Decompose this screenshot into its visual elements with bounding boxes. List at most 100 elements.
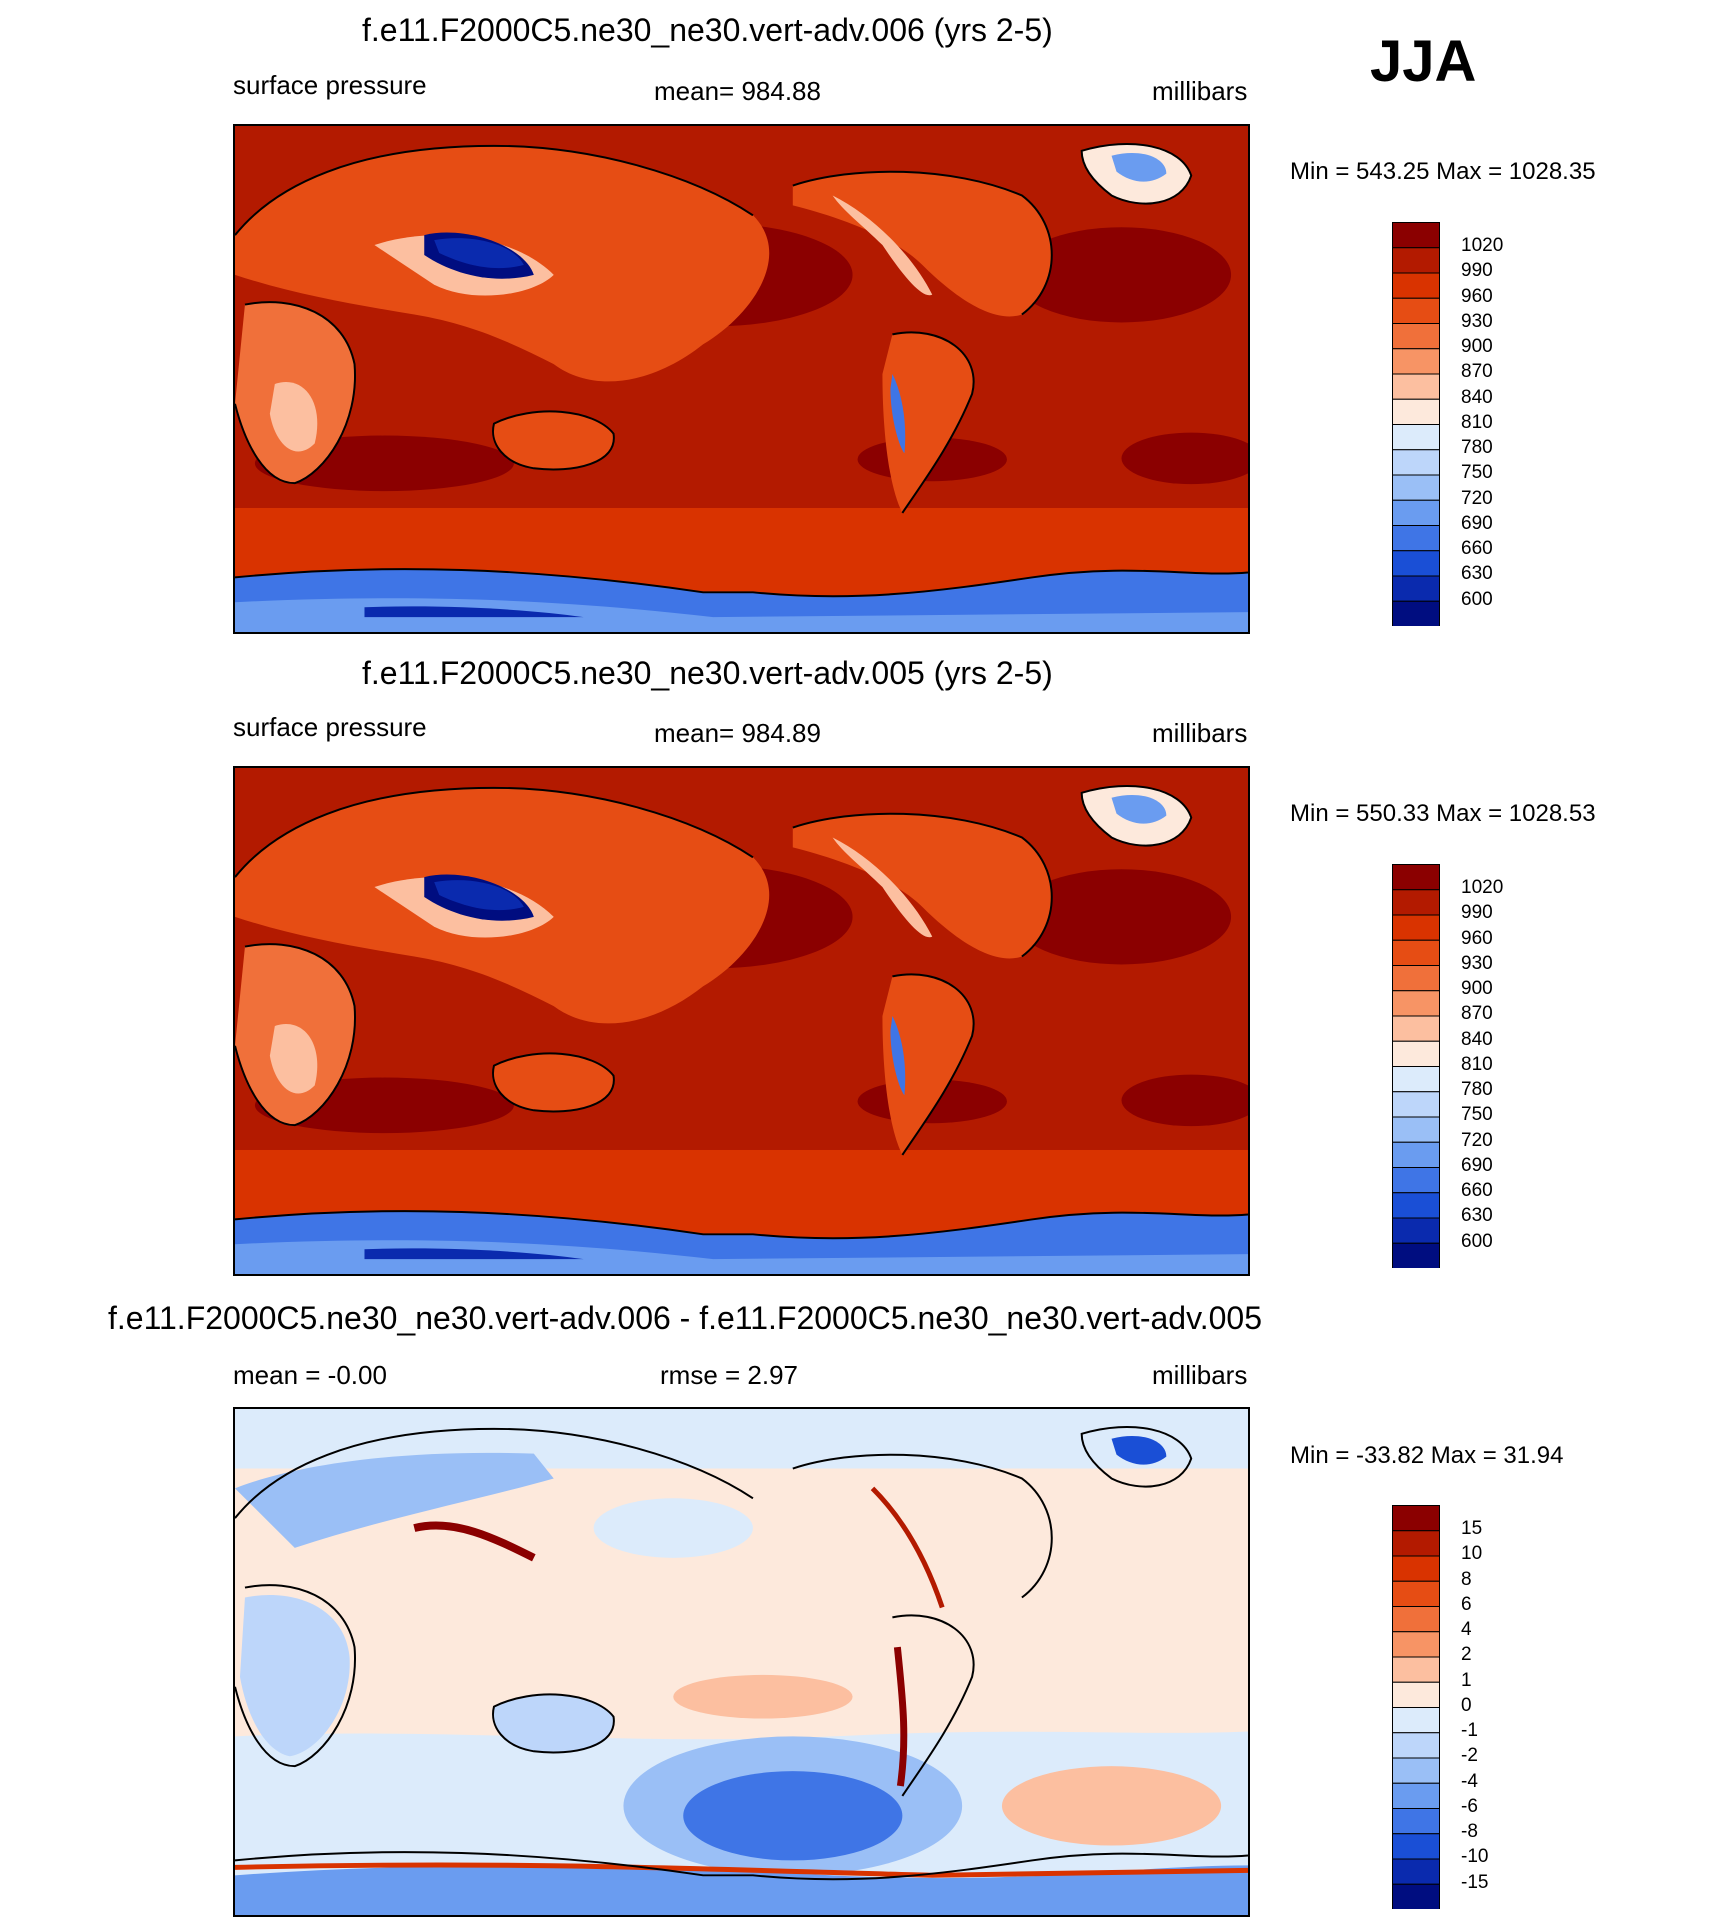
colorbar-box <box>1392 1141 1440 1168</box>
colorbar-tick-label: 840 <box>1461 386 1493 408</box>
panel-1-colorbar <box>1392 222 1440 626</box>
colorbar-box <box>1392 1015 1440 1042</box>
colorbar-tick-label: 960 <box>1461 927 1493 949</box>
colorbar-tick-label: 900 <box>1461 978 1493 999</box>
panel-3-colorbar <box>1392 1505 1440 1909</box>
panel-1-map-svg <box>235 126 1248 632</box>
colorbar-box <box>1392 222 1440 249</box>
colorbar-tick-label: -2 <box>1461 1745 1478 1767</box>
colorbar-box <box>1392 1217 1440 1244</box>
colorbar-tick-label: 0 <box>1461 1694 1472 1716</box>
colorbar-box <box>1392 1757 1440 1784</box>
colorbar-box <box>1392 1040 1440 1067</box>
colorbar-tick-label: 990 <box>1461 260 1493 282</box>
panel-3-min-max: Min = -33.82 Max = 31.94 <box>1290 1442 1564 1469</box>
colorbar-box <box>1392 499 1440 526</box>
panel-3-map-svg <box>235 1409 1248 1915</box>
colorbar-tick-label: 690 <box>1461 1154 1493 1176</box>
colorbar-box <box>1392 1505 1440 1532</box>
colorbar-tick-label: 6 <box>1461 1593 1472 1615</box>
colorbar-tick-label: 960 <box>1461 285 1493 307</box>
colorbar-tick-label: 10 <box>1461 1543 1483 1565</box>
colorbar-box <box>1392 864 1440 891</box>
colorbar-tick-label: 660 <box>1461 1180 1493 1201</box>
colorbar-box <box>1392 1833 1440 1860</box>
panel-1-units: millibars <box>1152 76 1248 106</box>
colorbar-box <box>1392 1606 1440 1633</box>
colorbar-box <box>1392 1091 1440 1118</box>
panel-3-title: f.e11.F2000C5.ne30_ne30.vert-adv.006 - f… <box>108 1300 1262 1336</box>
colorbar-tick-label: 780 <box>1461 437 1493 458</box>
colorbar-tick-label: 870 <box>1461 361 1493 383</box>
colorbar-tick-label: 810 <box>1461 411 1493 433</box>
colorbar-box <box>1392 1167 1440 1194</box>
panel-2-map-svg <box>235 768 1248 1274</box>
colorbar-tick-label: 930 <box>1461 952 1493 974</box>
colorbar-tick-label: 630 <box>1461 563 1493 585</box>
panel-1-variable-label: surface pressure <box>233 70 427 100</box>
panel-1-title: f.e11.F2000C5.ne30_ne30.vert-adv.006 (yr… <box>362 12 1053 48</box>
colorbar-box <box>1392 600 1440 626</box>
colorbar-tick-label: 660 <box>1461 538 1493 559</box>
colorbar-box <box>1392 939 1440 966</box>
colorbar-box <box>1392 1681 1440 1708</box>
colorbar-tick-label: 600 <box>1461 1230 1493 1252</box>
panel-3-map <box>233 1407 1250 1917</box>
colorbar-tick-label: 8 <box>1461 1568 1472 1590</box>
colorbar-box <box>1392 272 1440 299</box>
panel-3-rmse: rmse = 2.97 <box>660 1360 799 1390</box>
colorbar-tick-label: 720 <box>1461 1129 1493 1151</box>
colorbar-tick-label: 990 <box>1461 902 1493 924</box>
colorbar-box <box>1392 914 1440 941</box>
colorbar-tick-label: -1 <box>1461 1720 1478 1741</box>
colorbar-tick-label: 2 <box>1461 1644 1472 1666</box>
colorbar-box <box>1392 1530 1440 1557</box>
colorbar-box <box>1392 1116 1440 1143</box>
colorbar-tick-label: 840 <box>1461 1028 1493 1050</box>
colorbar-tick-label: 4 <box>1461 1619 1472 1640</box>
colorbar-tick-label: 870 <box>1461 1003 1493 1025</box>
colorbar-tick-label: 630 <box>1461 1205 1493 1227</box>
panel-2-colorbar <box>1392 864 1440 1268</box>
colorbar-box <box>1392 1707 1440 1734</box>
colorbar-tick-label: 690 <box>1461 512 1493 534</box>
panel-1-min-max: Min = 543.25 Max = 1028.35 <box>1290 158 1596 185</box>
colorbar-tick-label: 1020 <box>1461 877 1504 898</box>
colorbar-box <box>1392 1631 1440 1658</box>
colorbar-box <box>1392 398 1440 425</box>
panel-3-mean: mean = -0.00 <box>233 1360 387 1390</box>
colorbar-box <box>1392 1858 1440 1885</box>
colorbar-box <box>1392 1192 1440 1219</box>
colorbar-box <box>1392 1066 1440 1093</box>
panel-2-variable-label: surface pressure <box>233 712 427 742</box>
colorbar-box <box>1392 525 1440 552</box>
colorbar-tick-label: -10 <box>1461 1846 1489 1868</box>
colorbar-box <box>1392 1808 1440 1835</box>
colorbar-box <box>1392 1782 1440 1809</box>
colorbar-box <box>1392 348 1440 375</box>
colorbar-box <box>1392 1883 1440 1909</box>
colorbar-box <box>1392 550 1440 577</box>
colorbar-tick-label: 900 <box>1461 336 1493 357</box>
colorbar-box <box>1392 474 1440 501</box>
colorbar-tick-label: 600 <box>1461 588 1493 610</box>
colorbar-box <box>1392 965 1440 992</box>
panel-2-units: millibars <box>1152 718 1248 748</box>
colorbar-tick-label: 780 <box>1461 1079 1493 1100</box>
colorbar-box <box>1392 1732 1440 1759</box>
colorbar-box <box>1392 373 1440 400</box>
colorbar-tick-label: 720 <box>1461 487 1493 509</box>
colorbar-tick-label: -15 <box>1461 1871 1489 1893</box>
panel-1-mean: mean= 984.88 <box>654 76 821 106</box>
colorbar-tick-label: 1020 <box>1461 235 1504 256</box>
panel-2-map <box>233 766 1250 1276</box>
panel-1-map <box>233 124 1250 634</box>
colorbar-tick-label: -6 <box>1461 1795 1478 1817</box>
colorbar-box <box>1392 1242 1440 1268</box>
colorbar-box <box>1392 323 1440 350</box>
colorbar-box <box>1392 889 1440 916</box>
panel-2-min-max: Min = 550.33 Max = 1028.53 <box>1290 800 1596 827</box>
colorbar-box <box>1392 1656 1440 1683</box>
colorbar-box <box>1392 449 1440 476</box>
panel-2-mean: mean= 984.89 <box>654 718 821 748</box>
